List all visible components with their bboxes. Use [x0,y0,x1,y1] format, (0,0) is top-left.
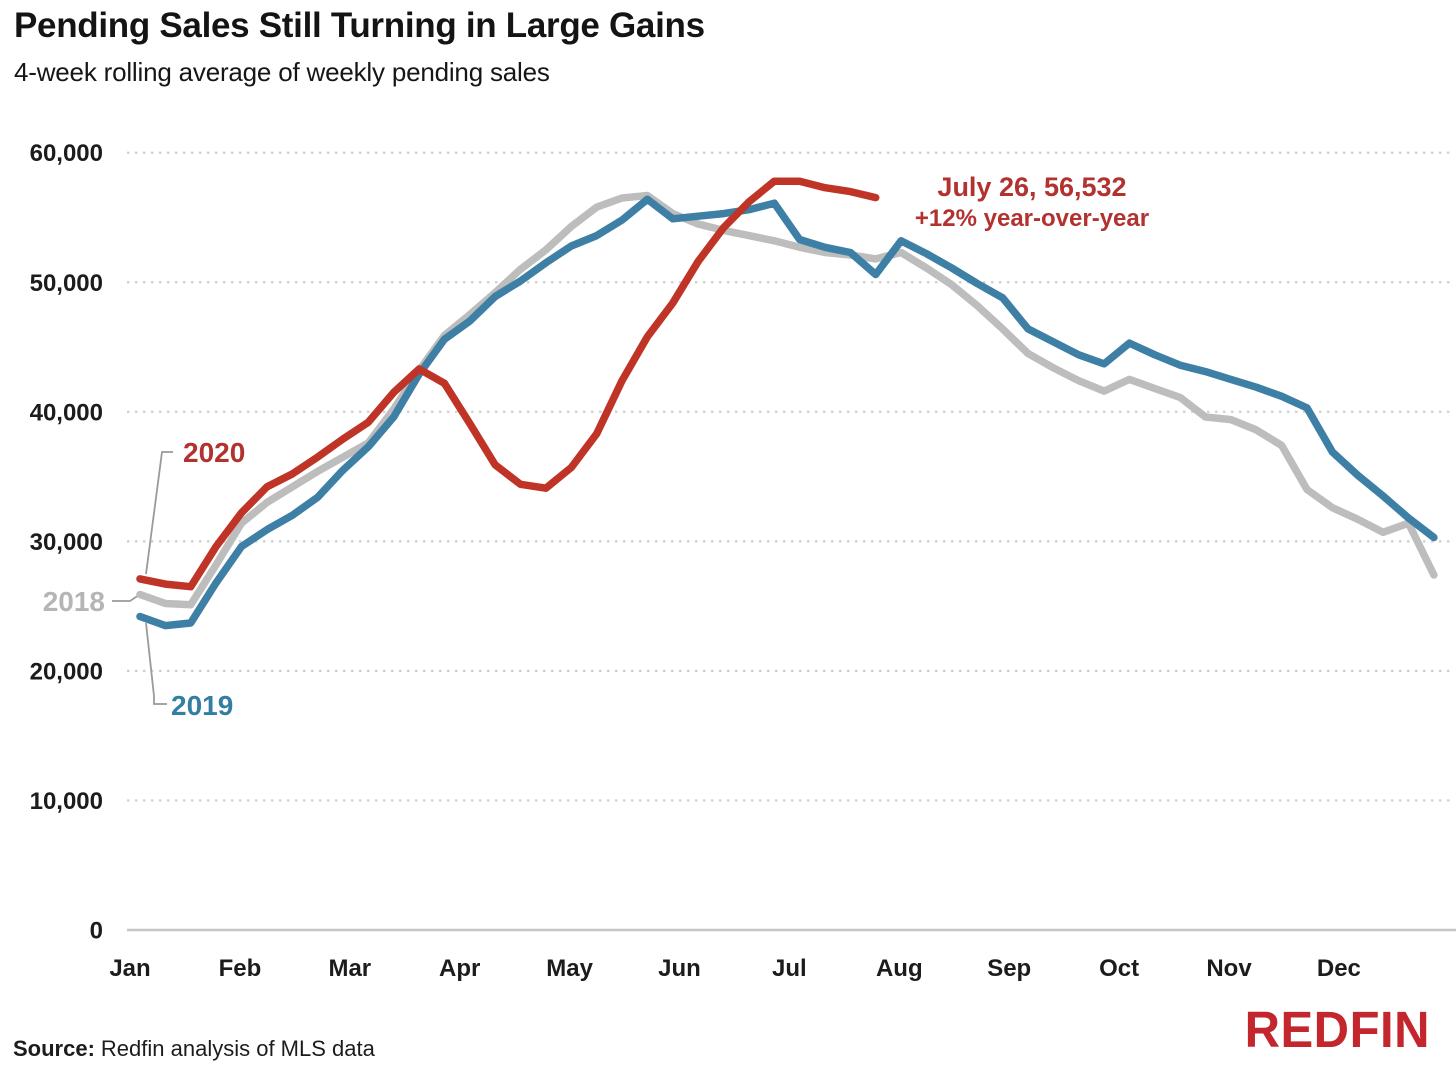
x-tick-label-dec: Dec [1317,955,1361,982]
x-tick-label-mar: Mar [328,955,371,982]
series-line-2019 [136,195,1438,630]
redfin-logo: REDFIN [1244,1001,1430,1059]
x-tick-label-jan: Jan [109,955,150,982]
source-text: Redfin analysis of MLS data [100,1036,375,1061]
y-tick-label: 50,000 [30,270,103,297]
y-tick-label: 10,000 [30,788,103,815]
page-subtitle: 4-week rolling average of weekly pending… [14,57,550,87]
page-title: Pending Sales Still Turning in Large Gai… [14,6,705,45]
x-tick-label-may: May [546,955,593,982]
source-note: Source: Redfin analysis of MLS data [13,1036,375,1062]
series-line-2020 [136,177,880,591]
x-tick-label-feb: Feb [219,955,262,982]
annotation-latest-value: July 26, 56,532 [937,172,1126,202]
x-tick-label-sep: Sep [987,955,1031,982]
series-label-2018: 2018 [43,586,105,617]
x-tick-label-jul: Jul [772,955,807,982]
annotation-yoy: +12% year-over-year [915,205,1149,232]
series-label-2020: 2020 [183,437,245,468]
y-tick-label: 0 [90,918,103,945]
y-tick-label: 20,000 [30,658,103,685]
x-tick-label-apr: Apr [439,955,480,982]
y-tick-label: 30,000 [30,529,103,556]
x-tick-label-jun: Jun [658,955,701,982]
series-line-2018 [136,191,1438,609]
x-tick-label-nov: Nov [1206,955,1252,982]
y-tick-label: 40,000 [30,399,103,426]
x-tick-label-oct: Oct [1099,955,1139,982]
leader-2019 [145,622,167,705]
series-label-2019: 2019 [171,690,233,721]
leader-2020 [145,451,173,575]
y-tick-label: 60,000 [30,140,103,167]
x-tick-label-aug: Aug [876,955,923,982]
source-label: Source: [13,1036,95,1061]
